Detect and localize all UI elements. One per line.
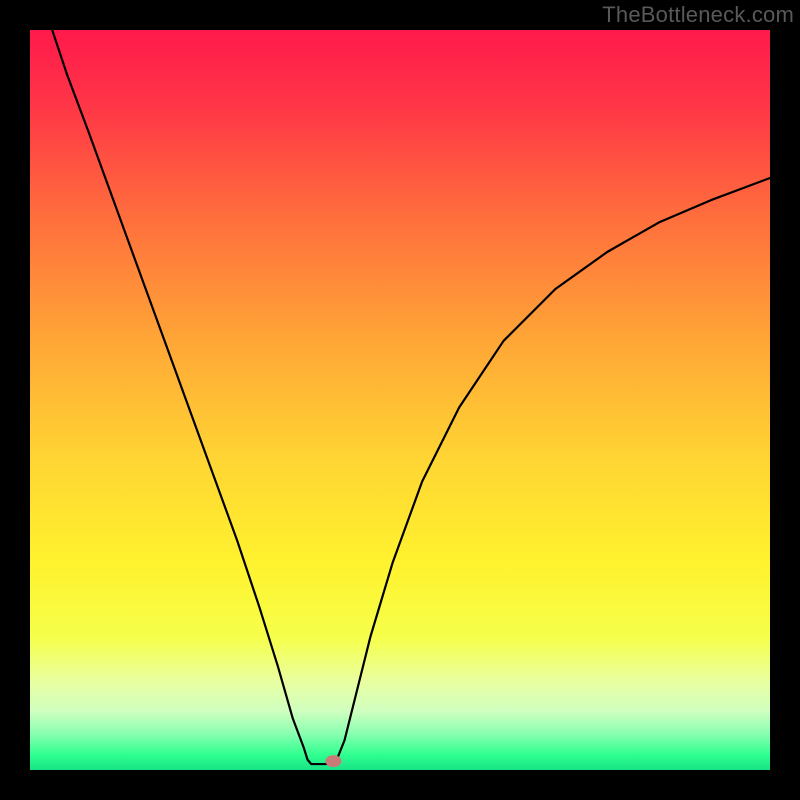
optimum-marker [325, 755, 341, 767]
watermark-text: TheBottleneck.com [602, 2, 794, 28]
curve-path [52, 30, 770, 764]
chart-frame: TheBottleneck.com [0, 0, 800, 800]
bottleneck-curve [30, 30, 770, 770]
